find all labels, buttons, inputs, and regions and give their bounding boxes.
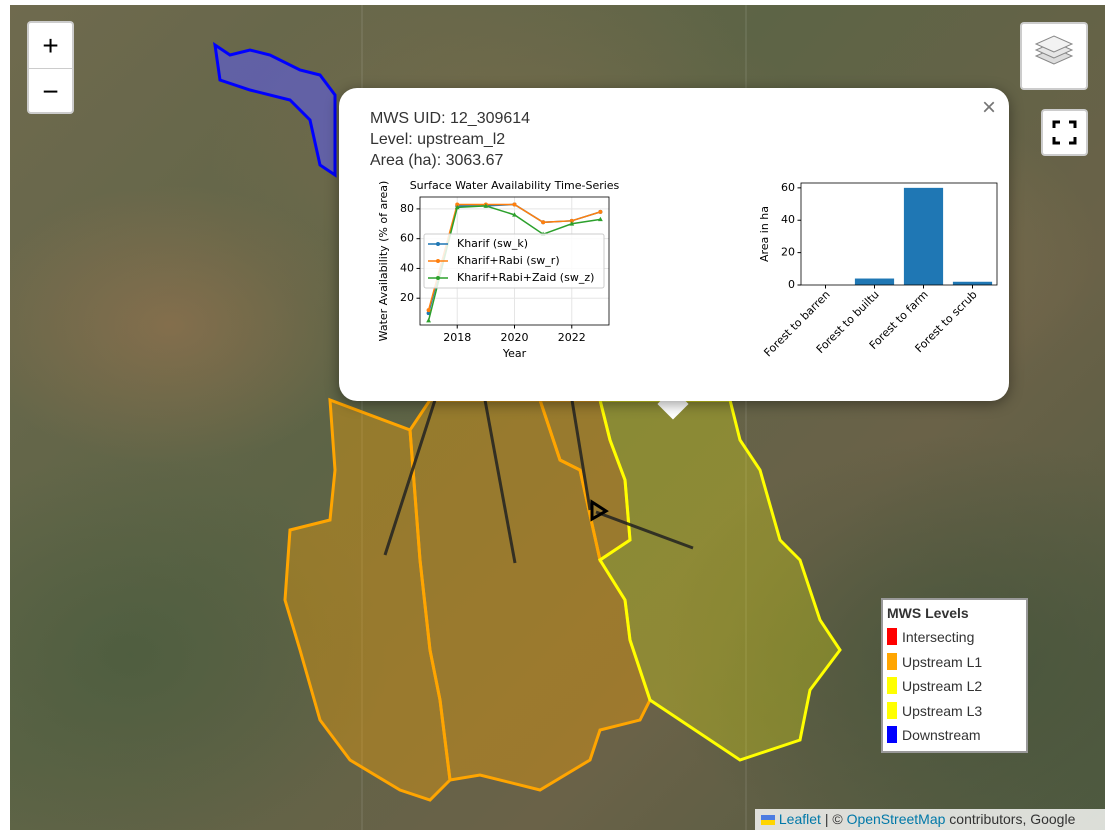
fullscreen-control[interactable] — [1041, 109, 1088, 156]
attribution-text: | © — [824, 811, 843, 827]
legend-swatch — [887, 726, 897, 743]
legend-title: MWS Levels — [887, 605, 969, 621]
map-legend: MWS Levels Intersecting Upstream L1 Upstre… — [881, 598, 1028, 753]
legend-swatch — [887, 652, 897, 670]
flow-arrow — [590, 499, 609, 522]
flow-line — [383, 399, 437, 556]
legend-swatch — [887, 701, 897, 719]
legend-label: Intersecting — [902, 629, 975, 645]
popup: MWS UID: 12_309614 Level: upstream_l2 Ar… — [339, 88, 1009, 401]
upstream-l2-polygon[interactable] — [597, 398, 842, 762]
legend-item: Downstream — [887, 723, 1022, 748]
layers-control[interactable] — [1020, 22, 1088, 90]
attribution-text: contributors, Google — [949, 811, 1076, 827]
layers-icon — [1034, 35, 1074, 65]
map-overlays — [213, 5, 842, 830]
legend-item: Upstream L3 — [887, 699, 1022, 724]
zoom-out[interactable]: − — [29, 68, 72, 114]
zoom-in[interactable]: + — [42, 30, 59, 61]
flow-lines — [383, 399, 694, 564]
flow-line — [483, 399, 517, 564]
zoom-control: + − — [27, 21, 74, 114]
legend-items: Intersecting Upstream L1 Upstream L2 Upstre… — [887, 625, 1022, 748]
legend-swatch — [887, 628, 897, 645]
legend-label: Upstream L3 — [902, 702, 983, 719]
popup-uid: MWS UID: 12_309614 — [370, 110, 531, 127]
popup-area: Area (ha): 3063.67 — [370, 152, 504, 169]
fullscreen-icon — [1052, 120, 1077, 145]
flow-line — [570, 399, 592, 511]
osm-link[interactable]: OpenStreetMap — [846, 811, 946, 827]
legend-item: Upstream L2 — [887, 674, 1022, 699]
legend-swatch — [887, 677, 897, 694]
attribution: Leaflet | © OpenStreetMap contributors, … — [755, 809, 1105, 830]
popup-level: Level: upstream_l2 — [370, 131, 506, 148]
downstream-polygon[interactable] — [213, 41, 337, 178]
legend-label: Upstream L1 — [902, 653, 983, 670]
legend-item: Intersecting — [887, 625, 1022, 650]
legend-item: Upstream L1 — [887, 650, 1022, 675]
legend-label: Upstream L2 — [902, 678, 983, 694]
flow-line — [595, 510, 694, 550]
popup-close[interactable]: × — [982, 94, 997, 121]
flag-icon — [761, 815, 775, 825]
legend-label: Downstream — [902, 727, 981, 743]
leaflet-link[interactable]: Leaflet — [778, 811, 821, 827]
